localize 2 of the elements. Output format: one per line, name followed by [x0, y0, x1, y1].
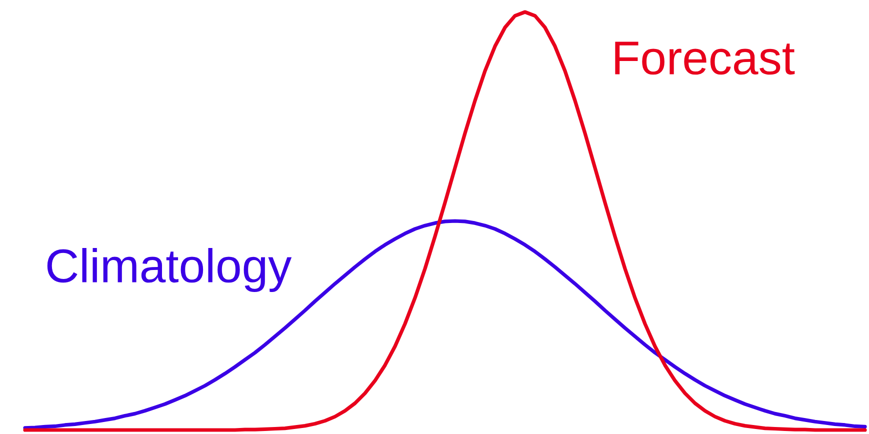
series-label: Forecast [615, 42, 795, 75]
series-label: Climatology [47, 248, 292, 292]
